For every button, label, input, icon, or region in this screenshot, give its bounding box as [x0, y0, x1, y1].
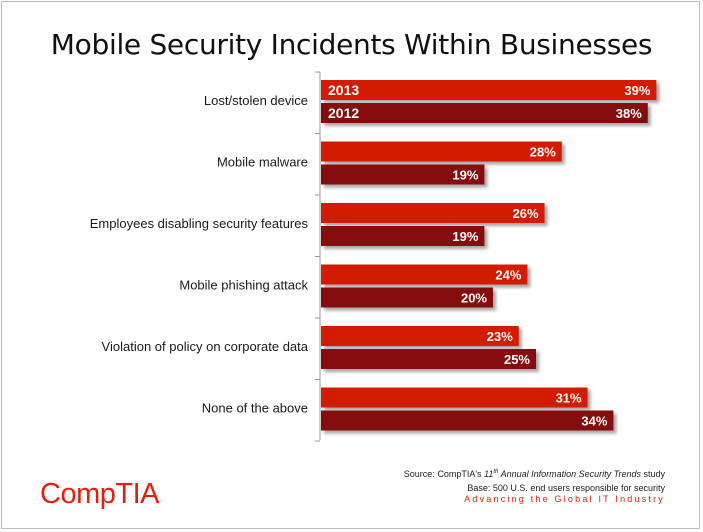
source-prefix: Source: CompTIA's: [403, 469, 485, 479]
category-label: Mobile malware: [217, 155, 308, 170]
bar-chart: Lost/stolen device Mobile malware Employee…: [90, 71, 657, 442]
source-note: Source: CompTIA's 11th Annual Informatio…: [404, 465, 665, 495]
bar-2012: [321, 349, 536, 369]
comptia-logo: CompTIA.: [40, 478, 161, 511]
source-ordinal: th: [493, 469, 499, 475]
value-label: 26%: [513, 206, 539, 221]
bar-2013: [321, 141, 562, 162]
value-label: 34%: [581, 414, 607, 429]
value-label: 24%: [495, 268, 521, 283]
logo-text: CompTIA: [40, 478, 159, 510]
legend-label-2013: 2013: [328, 82, 359, 98]
bar-2012: [321, 103, 648, 123]
value-label: 39%: [624, 83, 650, 98]
source-line: Source: CompTIA's 11th Annual Informatio…: [404, 465, 665, 481]
bar-2013: [321, 326, 519, 346]
source-study-title: Annual Information Security Trends: [498, 469, 641, 479]
category-label: None of the above: [202, 401, 308, 416]
category-label: Violation of policy on corporate data: [102, 339, 309, 354]
value-label: 23%: [487, 329, 513, 344]
bar-2013: [321, 80, 657, 100]
category-label: Employees disabling security features: [90, 216, 309, 231]
tagline: Advancing the Global IT Industry: [464, 494, 665, 504]
bar-2012: [321, 287, 493, 308]
value-label: 19%: [452, 229, 478, 244]
base-note: Base: 500 U.S. end users responsible for…: [467, 483, 665, 493]
legend-label-2012: 2012: [328, 105, 359, 121]
value-label: 20%: [461, 291, 487, 306]
logo-mark: .: [158, 494, 161, 503]
bar-2013: [321, 264, 528, 285]
value-label: 31%: [556, 391, 582, 406]
chart-title: Mobile Security Incidents Within Busines…: [50, 28, 653, 61]
category-label: Mobile phishing attack: [179, 278, 308, 293]
bar-2012: [321, 410, 614, 431]
category-label: Lost/stolen device: [204, 93, 308, 108]
value-label: 38%: [616, 106, 642, 121]
source-study-number: 11: [484, 469, 494, 479]
bar-2013: [321, 387, 588, 408]
bar-2012: [321, 164, 485, 185]
bar-2013: [321, 203, 545, 223]
value-label: 19%: [452, 168, 478, 183]
value-label: 25%: [504, 352, 530, 367]
bar-2012: [321, 226, 485, 246]
source-suffix: study: [640, 469, 665, 479]
value-label: 28%: [530, 145, 556, 160]
